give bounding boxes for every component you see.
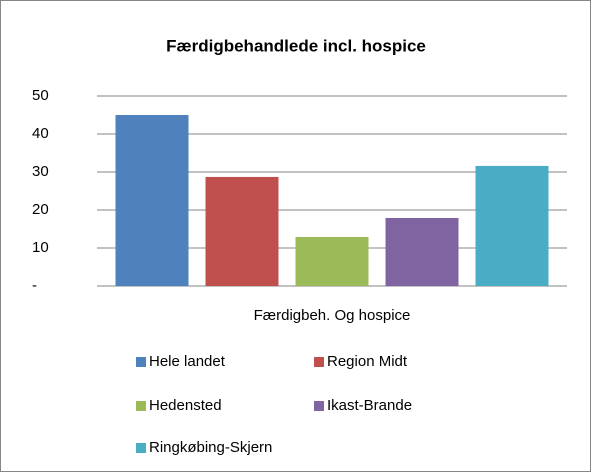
legend-label: Ringkøbing-Skjern (149, 439, 272, 456)
y-tick-label: 10 (32, 239, 49, 256)
x-tick-label: Færdigbeh. Og hospice (254, 307, 411, 324)
legend-swatch (136, 357, 146, 367)
y-tick-label: 40 (32, 125, 49, 142)
legend-swatch (136, 401, 146, 411)
bar (115, 115, 189, 286)
y-tick-label: - (32, 277, 37, 294)
y-tick-label: 20 (32, 201, 49, 218)
legend-swatch (136, 443, 146, 453)
legend-label: Hele landet (149, 353, 226, 370)
bar (475, 165, 549, 286)
y-tick-label: 50 (32, 87, 49, 104)
bar (205, 176, 279, 286)
legend-swatch (314, 357, 324, 367)
legend-label: Ikast-Brande (327, 397, 412, 414)
y-tick-label: 30 (32, 163, 49, 180)
legend-swatch (314, 401, 324, 411)
bar (385, 217, 459, 286)
legend-label: Hedensted (149, 397, 222, 414)
chart-title: Færdigbehandlede incl. hospice (166, 36, 426, 55)
bar (295, 236, 369, 286)
legend-label: Region Midt (327, 353, 408, 370)
